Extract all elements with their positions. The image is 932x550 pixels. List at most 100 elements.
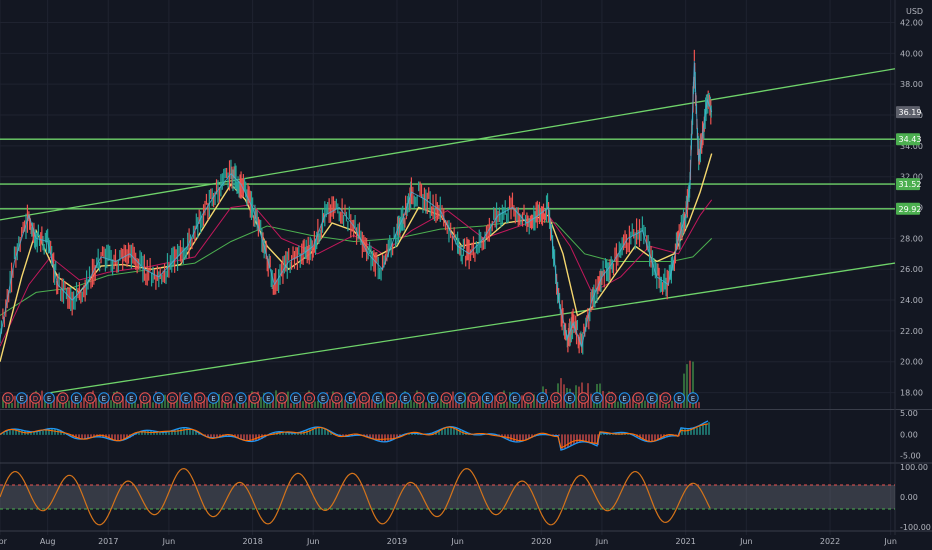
volume-bar (476, 400, 478, 408)
macd-panel[interactable] (0, 420, 710, 451)
macd-histogram-bar (42, 430, 44, 435)
macd-tick-label: 5.00 (900, 409, 918, 418)
macd-histogram-bar (207, 434, 209, 438)
volume-bar (677, 400, 679, 408)
volume-bar (203, 398, 205, 408)
volume-bar (518, 403, 520, 408)
volume-bar (692, 361, 694, 408)
event-marker-label: E (266, 395, 270, 403)
volume-bar (467, 396, 469, 408)
macd-histogram-bar (381, 434, 383, 442)
macd-histogram-bar (507, 434, 509, 440)
macd-histogram-bar (39, 431, 41, 435)
event-marker-label: D (279, 395, 284, 403)
volume-bar (71, 397, 73, 408)
price-label-tag (896, 178, 920, 191)
event-marker-label: E (129, 395, 133, 403)
macd-histogram-bar (327, 430, 329, 435)
time-tick-label: Jun (883, 537, 897, 546)
event-marker-label: E (691, 395, 695, 403)
time-tick-label: Jun (306, 537, 320, 546)
volume-bar (191, 400, 193, 408)
volume-bar (635, 403, 637, 408)
volume-bar (449, 397, 451, 408)
event-marker-label: D (334, 395, 339, 403)
volume-bar (38, 402, 40, 408)
volume-bar (164, 394, 166, 408)
price-tick-label: 20.00 (900, 358, 923, 367)
macd-histogram-bar (309, 429, 311, 435)
event-marker (536, 392, 548, 404)
volume-bar (665, 399, 667, 408)
macd-histogram-bar (366, 434, 368, 437)
macd-histogram-bar (693, 428, 695, 435)
volume-bar (641, 400, 643, 408)
macd-histogram-bar (324, 428, 326, 435)
event-marker (70, 392, 83, 404)
event-marker (673, 392, 685, 404)
event-marker-label: D (526, 395, 531, 403)
price-tick-label: 38.00 (900, 80, 923, 89)
volume-bar (671, 400, 673, 408)
macd-tick-label: -5.00 (900, 452, 921, 461)
event-marker-label: E (513, 395, 517, 403)
macd-histogram-bar (291, 433, 293, 435)
volume-bar (398, 400, 400, 408)
price-line (0, 61, 713, 349)
volume-bar (305, 399, 307, 408)
volume-bar (167, 400, 169, 408)
macd-histogram-bar (240, 434, 242, 439)
event-marker (16, 392, 28, 404)
macd-histogram-bar (33, 432, 35, 435)
volume-bar (590, 393, 592, 408)
time-tick-label: 2019 (387, 537, 407, 546)
event-marker (194, 392, 206, 404)
trend-line (50, 262, 896, 394)
event-marker (399, 392, 411, 404)
macd-histogram-bar (408, 433, 410, 435)
macd-histogram-bar (195, 431, 197, 435)
event-marker-label: D (5, 395, 10, 403)
volume-bar (536, 398, 538, 408)
event-marker-label: E (74, 395, 78, 403)
volume-bar (497, 402, 499, 408)
volume-bar (11, 402, 13, 408)
macd-histogram-bar (393, 434, 395, 440)
volume-bar (320, 399, 322, 408)
oscillator-tick-label: 100.00 (900, 463, 928, 472)
oscillator-panel[interactable] (0, 467, 895, 526)
macd-histogram-bar (441, 429, 443, 435)
volume-bar (341, 398, 343, 408)
macd-histogram-bar (573, 434, 575, 445)
macd-histogram-bar (180, 428, 182, 435)
price-label-tag (896, 133, 920, 146)
event-marker-label: E (211, 395, 215, 403)
volume-bar (614, 398, 616, 408)
event-marker (98, 392, 110, 404)
price-axis[interactable]: USD 42.0040.0038.0036.0034.0032.0030.002… (896, 7, 931, 532)
event-marker-label: D (389, 395, 394, 403)
volume-bar (653, 402, 655, 408)
macd-histogram-bar (198, 432, 200, 435)
macd-histogram-bar (525, 434, 527, 441)
volume-bar (50, 401, 52, 408)
volume-bar (2, 397, 4, 408)
volume-bar (563, 384, 565, 408)
volume-bar (395, 395, 397, 408)
event-marker (303, 392, 316, 404)
event-marker-label: E (595, 395, 599, 403)
macd-histogram-bar (81, 434, 83, 440)
event-marker (139, 392, 151, 404)
price-label-text: 34.43 (899, 135, 922, 144)
event-marker (207, 392, 220, 404)
volume-bar (356, 398, 358, 408)
volume-bar (158, 403, 160, 408)
volume-bar (230, 401, 232, 408)
event-marker (618, 392, 631, 404)
volume-bar (422, 396, 424, 408)
macd-histogram-bar (243, 434, 245, 440)
time-axis[interactable]: Apr Aug 2017 Jun 2018 Jun 2019 Jun 2020 Jun 2021 Ju… (0, 537, 897, 546)
event-marker-label: E (650, 395, 654, 403)
